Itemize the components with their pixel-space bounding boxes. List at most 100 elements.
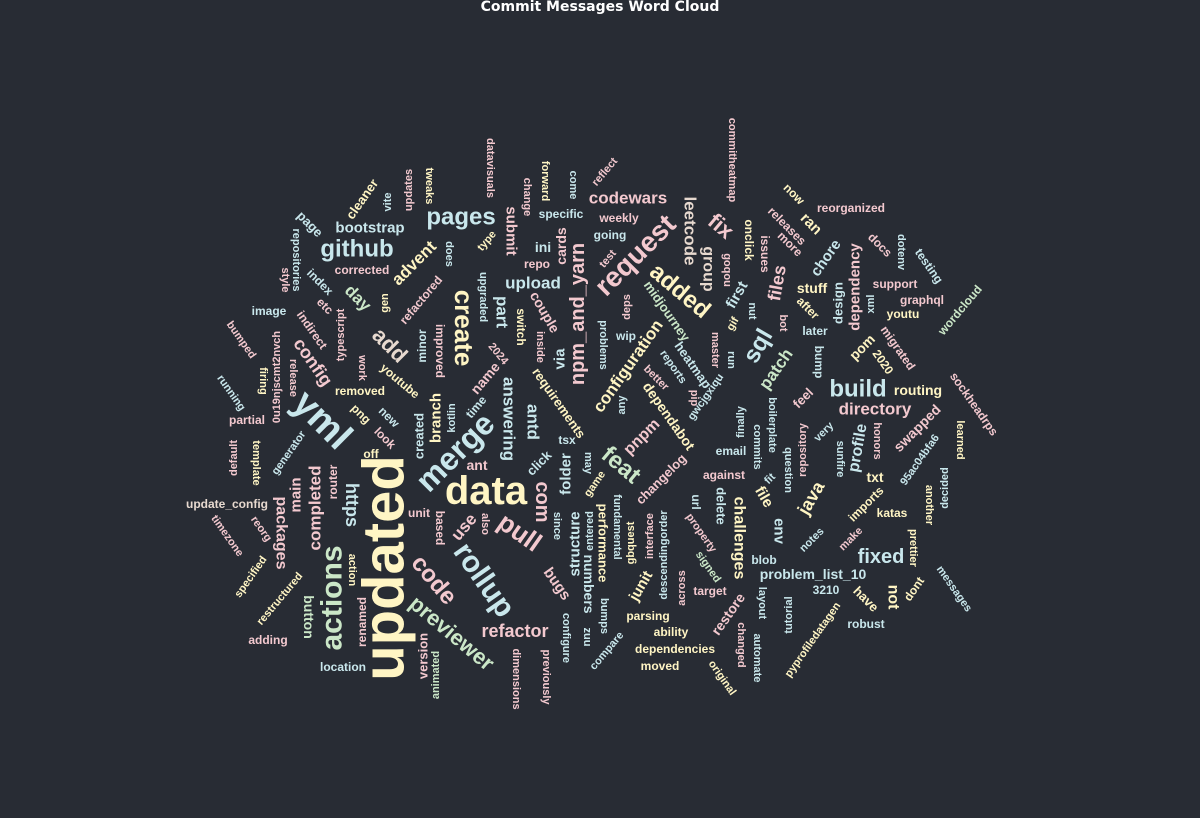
word-learned: learned [954,420,966,459]
word-data: data [445,469,528,513]
word-problems: problems [597,320,609,370]
word-group: group [700,246,717,292]
word-improved: improved [433,324,447,378]
word-kotlin: kotlin [446,403,458,433]
word-moved: moved [641,659,680,673]
word-youtu: youtu [887,307,920,321]
word-created: created [412,413,427,459]
word-run: run [725,351,737,369]
word-template: template [250,440,262,485]
word-configure: configure [560,613,572,663]
word-upload: upload [505,274,561,293]
word-fundamental: fundamental [611,494,623,559]
word-3210: 3210 [813,583,840,597]
word-challenges: challenges [731,497,748,580]
word-repository: repository [797,422,809,477]
word-folder: folder [558,453,575,495]
word-graphql: graphql [900,293,944,307]
word-may: may [582,452,594,475]
word-corrected: corrected [335,263,390,277]
word-adding: adding [248,633,287,647]
word-release: release [287,359,299,397]
word-does: does [443,241,455,267]
word-automate: automate [751,634,763,683]
word-nut: nut [746,302,758,319]
word-decided: decided [939,467,951,509]
word-answering: answering [500,377,519,461]
word-via: via [552,348,569,370]
word-0u19njscmt2nvch: 0u19njscmt2nvch [271,331,283,424]
word-performance: performance [596,504,611,583]
word-come: come [567,171,579,200]
word-github: github [320,236,393,263]
word-bump: bump [812,346,826,379]
word-txt: txt [866,469,883,485]
word-https: https [342,483,362,527]
word-previously: previously [540,649,552,705]
word-structure: structure [567,511,584,576]
word-weekly: weekly [598,211,639,225]
word-antd: antd [524,404,543,440]
word-robust: robust [847,617,884,631]
word-ability: ability [654,625,689,639]
word-pages: pages [426,204,495,231]
word-typescript: typescript [335,308,347,361]
word-layout: layout [756,587,768,620]
word-upgraded: upgraded [477,272,489,322]
word-xml: xml [865,295,877,314]
word-work: work [356,354,368,382]
word-descendingorder: descendingorder [658,510,670,600]
word-datavisuals: datavisuals [484,138,496,198]
word-based: based [433,511,447,546]
word-finally: finally [735,405,747,438]
word-image: image [252,304,287,318]
word-another: another [923,485,935,526]
word-removed: removed [335,384,385,398]
word-problem-list-10: problem_list_10 [760,566,867,582]
word-unit: unit [408,506,430,520]
word-updates: updates [403,169,415,211]
word-create: create [449,290,479,367]
word-cards: cards [553,227,569,265]
word-deps: deps [621,294,633,320]
word-reorganized: reorganized [817,201,885,215]
word-switch: switch [514,308,528,345]
word-question: question [782,447,794,493]
chart-title: Commit Messages Word Cloud [481,0,720,15]
word-router: router [326,464,340,499]
word-action: action [346,554,358,587]
word-support: support [873,277,918,291]
word-onclick: onclick [742,219,756,261]
word-katas: katas [877,506,908,520]
word-goqou: goqou [721,253,733,287]
word-url: url [689,494,703,509]
word-honors: honors [871,422,883,459]
word-repo: repo [524,257,550,271]
word-dimensions: dimensions [510,648,522,709]
word-numbers: numbers [581,554,597,613]
word-location: location [320,660,366,674]
word-dependencies: dependencies [635,642,715,656]
word-delete: delete [714,487,729,525]
word-bootstrap: bootstrap [335,220,404,237]
word-pip: pip [688,390,700,407]
word-wip: wip [615,329,636,343]
word-any: any [616,395,628,415]
word-change: change [521,178,533,217]
word-off: off [363,447,379,461]
word-gif: gif [724,315,741,333]
word-tsx: tsx [558,433,576,447]
word-branch: branch [428,393,445,443]
word-commits: commits [751,424,763,469]
word-boilerplate: boilerplate [766,397,778,453]
word-partial: partial [229,413,265,427]
word-leetcode: leetcode [681,197,700,266]
word-later: later [802,324,828,338]
word-commitheatmap: commitheatmap [726,118,738,203]
word-codewars: codewars [589,189,667,208]
word-also: also [479,513,491,535]
word-interface: interface [644,513,656,559]
word-inside: inside [534,331,546,363]
word-fixed: fixed [858,546,905,568]
